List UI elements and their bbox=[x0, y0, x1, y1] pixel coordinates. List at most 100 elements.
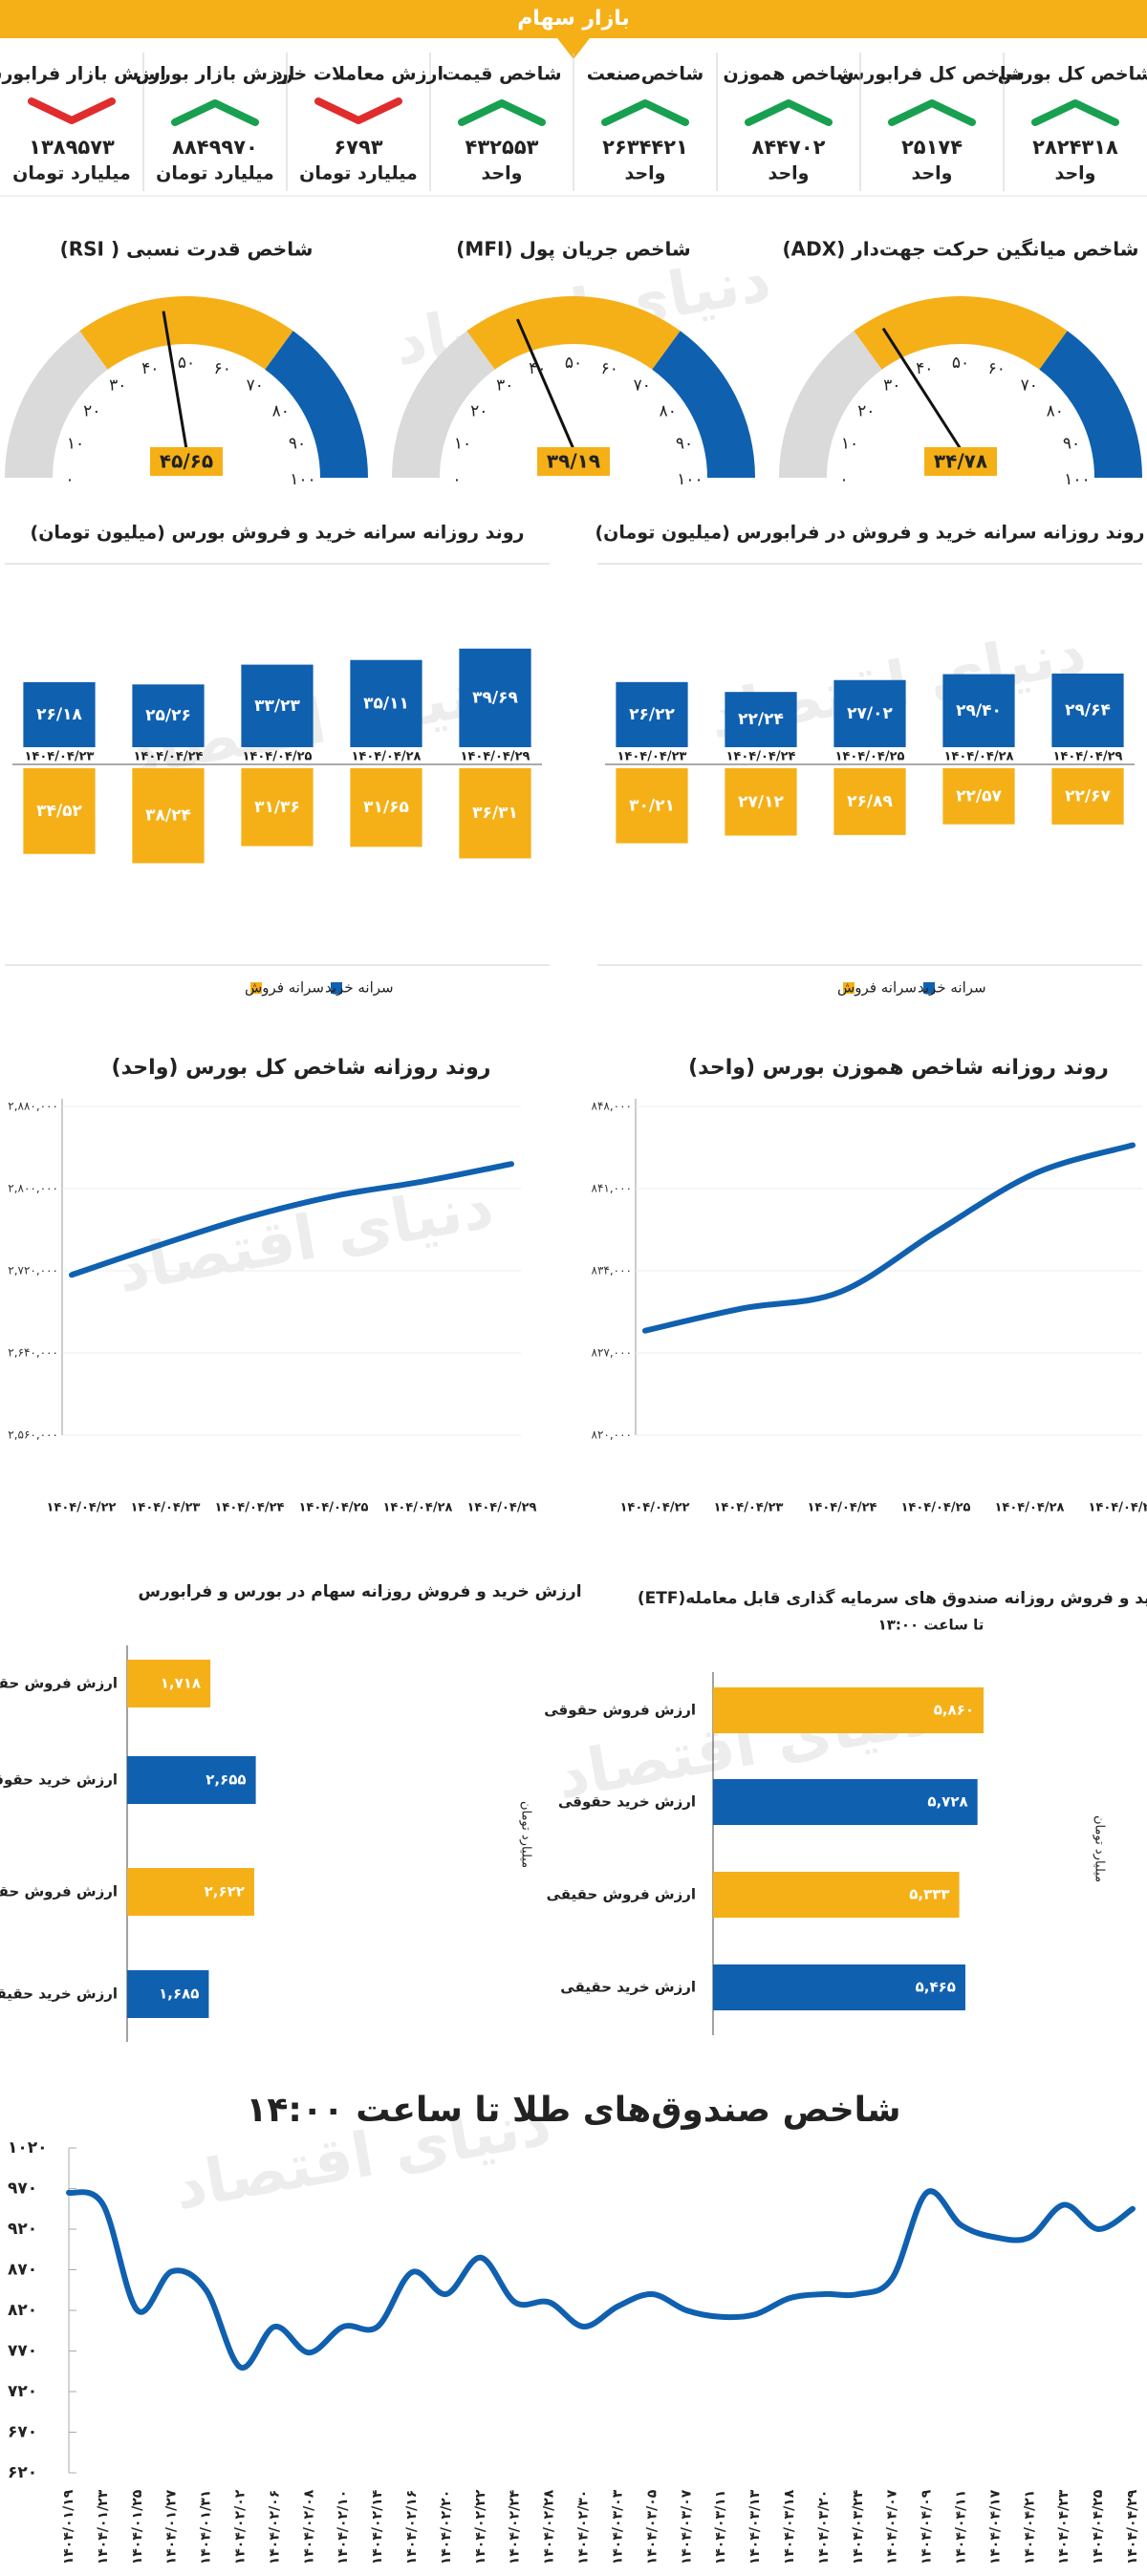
x-tick-label: ۱۴۰۴/۰۴/۲۸ bbox=[995, 1501, 1065, 1515]
x-tick-label: ۱۴۰۴/۰۱/۲۷ bbox=[164, 2489, 180, 2565]
x-tick-label: ۱۴۰۴/۰۱/۲۵ bbox=[130, 2489, 145, 2565]
index-value: ۸۴۴۷۰۲ bbox=[752, 136, 826, 159]
index-cell: شاخص هموزن ۸۴۴۷۰۲ واحد bbox=[723, 53, 861, 191]
buy-value-label: ۳۳/۲۳ bbox=[254, 697, 300, 716]
trend-up-icon bbox=[1031, 99, 1119, 126]
gauge-needle bbox=[881, 327, 963, 450]
sell-value-label: ۳۴/۵۲ bbox=[36, 802, 82, 821]
sell-value-label: ۲۲/۶۷ bbox=[1065, 786, 1111, 805]
x-tick-label: ۱۴۰۴/۰۳/۱۸ bbox=[782, 2489, 797, 2565]
index-line-chart: روند روزانه شاخص کل بورس (واحد) ۲,۵۶۰,۰۰۰… bbox=[8, 1056, 536, 1515]
x-tick-label: ۱۴۰۴/۰۳/۲۴ bbox=[851, 2489, 866, 2565]
index-unit: واحد bbox=[768, 163, 810, 184]
chart-title: ارزش خرید و فروش روزانه سهام در بورس و ف… bbox=[138, 1582, 581, 1601]
x-tick-label: ۱۴۰۴/۰۳/۰۵ bbox=[644, 2489, 660, 2565]
header: بازار سهام bbox=[0, 0, 1147, 59]
gauge-tick-label: ۶۰ bbox=[988, 359, 1006, 378]
value-label: ۱,۶۸۵ bbox=[159, 1986, 199, 2003]
value-bar bbox=[713, 1964, 965, 2010]
category-label: ۱۴۰۴/۰۴/۲۹ bbox=[1053, 750, 1123, 764]
index-strip: شاخص کل بورس ۲۸۲۴۳۱۸ واحد شاخص کل فرابورس ۲۵… bbox=[0, 53, 1147, 197]
gauge: شاخص میانگین حرکت جهت‌دار (ADX) ۰ ۱۰ ۲۰ ۳۰ ۴۰… bbox=[779, 238, 1142, 489]
index-unit: میلیارد تومان bbox=[12, 163, 131, 184]
gauge-needle bbox=[515, 318, 575, 450]
buy-bar bbox=[23, 681, 96, 747]
gauge-tick-label: ۶۰ bbox=[214, 359, 231, 378]
y-tick-label: ۷۷۰ bbox=[8, 2342, 37, 2361]
category-label: ارزش خرید حقوقی bbox=[558, 1793, 696, 1811]
index-label: شاخص کل بورس bbox=[998, 64, 1147, 85]
chart-title: روند روزانه شاخص کل بورس (واحد) bbox=[112, 1056, 491, 1080]
buy-value-label: ۲۲/۲۴ bbox=[738, 710, 784, 729]
per-capita-chart: روند روزانه سرانه خرید و فروش بورس (میلی… bbox=[5, 523, 550, 997]
trend-up-icon bbox=[601, 99, 689, 126]
gauge-tick-label: ۹۰ bbox=[1063, 434, 1080, 453]
buy-bar bbox=[942, 674, 1015, 747]
category-label: ۱۴۰۴/۰۴/۲۳ bbox=[617, 750, 687, 764]
buy-value-label: ۳۹/۶۹ bbox=[472, 688, 518, 707]
chart-title: ارزش خرید و فروش روزانه صندوق های سرمایه… bbox=[638, 1588, 1147, 1608]
gauge-value: ۳۹/۱۹ bbox=[547, 450, 600, 473]
index-cell: ارزش بازار بورس ۸۸۴۹۹۷۰ میلیارد تومان bbox=[136, 53, 294, 191]
x-tick-label: ۱۴۰۴/۰۴/۲۵ bbox=[901, 1501, 971, 1515]
value-bar bbox=[127, 1970, 209, 2018]
index-cell: ارزش بازار فرابورس ۱۳۸۹۵۷۳ میلیارد تومان bbox=[0, 53, 166, 191]
y-tick-label: ۲,۸۰۰,۰۰۰ bbox=[8, 1182, 58, 1195]
gauge-band-mid bbox=[79, 296, 293, 370]
x-tick-label: ۱۴۰۴/۰۲/۲۴ bbox=[508, 2489, 523, 2565]
gauge-tick-label: ۲۰ bbox=[83, 401, 100, 420]
x-tick-label: ۱۴۰۴/۰۱/۲۳ bbox=[96, 2489, 111, 2565]
legend-buy-swatch bbox=[923, 982, 935, 994]
category-label: ۱۴۰۴/۰۴/۲۹ bbox=[461, 750, 530, 764]
gauge-tick-label: ۴۰ bbox=[141, 359, 159, 378]
buy-bar bbox=[459, 648, 531, 747]
x-tick-label: ۱۴۰۴/۰۴/۲۸ bbox=[383, 1501, 453, 1515]
gauge-band-low bbox=[392, 331, 495, 478]
index-unit: واحد bbox=[482, 163, 523, 184]
y-tick-label: ۲,۷۲۰,۰۰۰ bbox=[8, 1264, 58, 1277]
x-tick-label: ۱۴۰۴/۰۲/۲۸ bbox=[542, 2489, 557, 2565]
buy-value-label: ۲۶/۲۲ bbox=[629, 705, 675, 724]
gauge-tick-label: ۰ bbox=[452, 470, 461, 489]
gauge-tick-label: ۸۰ bbox=[1047, 401, 1064, 420]
gauge-band-low bbox=[5, 331, 108, 478]
index-label: شاخص قیمت bbox=[442, 64, 561, 85]
gauge-tick-label: ۲۰ bbox=[857, 401, 875, 420]
x-tick-label: ۱۴۰۴/۰۴/۰۹ bbox=[920, 2489, 935, 2565]
value-bar-chart: ارزش خرید و فروش روزانه سهام در بورس و ف… bbox=[0, 1582, 582, 2042]
gauge-value: ۳۴/۷۸ bbox=[934, 450, 987, 473]
gauge-tick-label: ۵۰ bbox=[952, 354, 969, 373]
x-tick-label: ۱۴۰۴/۰۲/۱۶ bbox=[404, 2490, 420, 2565]
category-label: ۱۴۰۴/۰۴/۲۴ bbox=[726, 750, 796, 764]
index-line-chart: روند روزانه شاخص هموزن بورس (واحد) ۸۲۰,۰۰… bbox=[592, 1056, 1147, 1515]
index-cell: شاخص کل بورس ۲۸۲۴۳۱۸ واحد bbox=[998, 64, 1147, 184]
x-tick-label: ۱۴۰۴/۰۴/۱۷ bbox=[987, 2489, 1003, 2565]
sell-value-label: ۳۰/۲۱ bbox=[629, 796, 675, 815]
gauge-tick-label: ۰ bbox=[839, 470, 848, 489]
gauge-tick-label: ۱۰۰ bbox=[677, 470, 703, 489]
x-tick-label: ۱۴۰۴/۰۴/۲۳ bbox=[1056, 2489, 1071, 2565]
y-tick-label: ۲,۶۴۰,۰۰۰ bbox=[8, 1346, 58, 1360]
header-notch bbox=[557, 38, 590, 59]
x-tick-label: ۱۴۰۴/۰۲/۲۲ bbox=[473, 2489, 488, 2565]
x-tick-label: ۱۴۰۴/۰۴/۲۵ bbox=[299, 1501, 369, 1515]
trend-down-icon bbox=[314, 97, 402, 124]
sell-value-label: ۲۲/۵۷ bbox=[956, 786, 1002, 805]
gauge-tick-label: ۷۰ bbox=[247, 376, 264, 395]
chart-title: شاخص صندوق‌های طلا تا ساعت ۱۴:۰۰ bbox=[246, 2091, 900, 2130]
trend-up-icon bbox=[171, 99, 259, 126]
y-tick-label: ۷۲۰ bbox=[8, 2382, 37, 2401]
gauge-tick-label: ۱۰ bbox=[67, 434, 84, 453]
buy-value-label: ۲۶/۱۸ bbox=[36, 705, 82, 724]
sell-value-label: ۲۷/۱۲ bbox=[738, 792, 784, 811]
trend-up-icon bbox=[458, 99, 546, 126]
gauge-value: ۴۵/۶۵ bbox=[160, 450, 213, 473]
legend-sell-label: سرانه فروش bbox=[837, 979, 917, 997]
value-bar bbox=[127, 1660, 211, 1707]
x-tick-label: ۱۴۰۴/۰۴/۲۱ bbox=[1022, 2490, 1037, 2565]
index-cell: شاخص قیمت ۴۳۲۵۵۳ واحد bbox=[442, 53, 574, 191]
gauge-value-box bbox=[537, 447, 610, 476]
index-value: ۲۸۲۴۳۱۸ bbox=[1032, 136, 1118, 159]
sell-bar bbox=[616, 768, 688, 844]
buy-bar bbox=[132, 684, 205, 747]
